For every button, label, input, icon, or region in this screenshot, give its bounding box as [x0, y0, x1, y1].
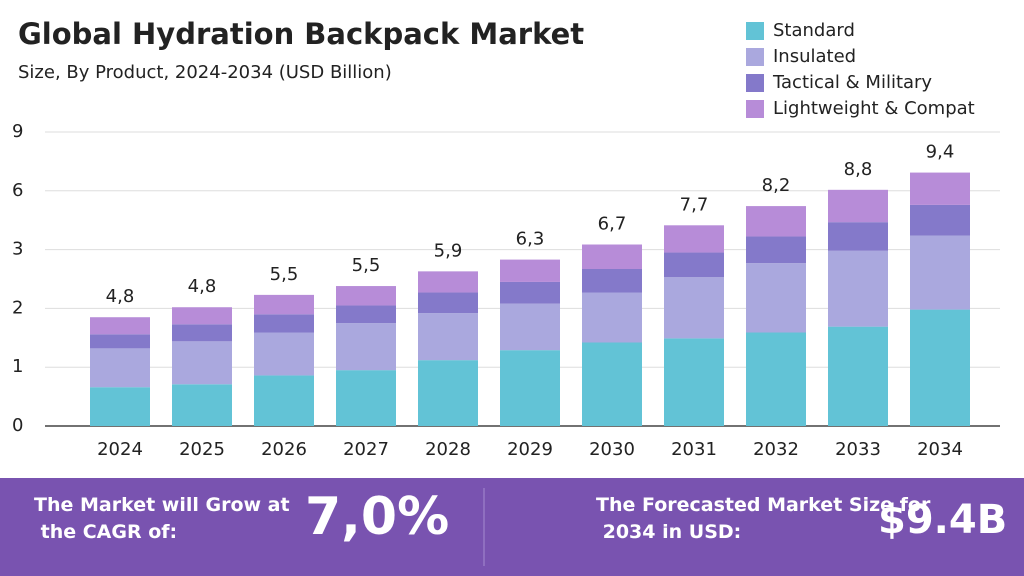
y-tick-label: 0 — [12, 415, 23, 436]
legend-label: Lightweight & Compat — [773, 98, 975, 119]
x-tick-label: 2024 — [97, 439, 143, 460]
chart-title: Global Hydration Backpack Market — [18, 17, 584, 51]
bar-segment — [172, 307, 232, 325]
total-label: 8,2 — [762, 175, 791, 196]
cagr-value: 7,0% — [305, 487, 449, 547]
x-tick-label: 2026 — [261, 439, 307, 460]
bar-segment — [582, 292, 642, 343]
bar-segment — [664, 277, 724, 339]
bar-segment — [582, 244, 642, 270]
forecast-value: $9.4B — [878, 497, 1007, 543]
y-tick-label: 1 — [12, 356, 23, 377]
bar-segment — [90, 334, 150, 349]
total-label: 4,8 — [188, 276, 217, 297]
footer-banner — [0, 478, 1024, 576]
bar-segment — [582, 269, 642, 293]
bar-segment — [254, 314, 314, 333]
total-label: 5,5 — [352, 255, 381, 276]
forecast-text: The Forecasted Market Size for 2034 in U… — [596, 494, 931, 543]
bar-segment — [910, 204, 970, 236]
x-tick-label: 2025 — [179, 439, 225, 460]
bar-segment — [418, 271, 478, 293]
total-label: 7,7 — [680, 194, 709, 215]
bar-segment — [500, 281, 560, 304]
chart-subtitle: Size, By Product, 2024-2034 (USD Billion… — [18, 62, 392, 83]
bar-segment — [418, 360, 478, 426]
bar-segment — [910, 172, 970, 205]
legend-label: Insulated — [773, 46, 856, 67]
x-tick-label: 2030 — [589, 439, 635, 460]
total-label: 6,3 — [516, 229, 545, 250]
total-label: 8,8 — [844, 159, 873, 180]
y-tick-label: 9 — [12, 121, 23, 142]
bar-segment — [254, 294, 314, 315]
bar-segment — [664, 252, 724, 278]
bar-segment — [254, 332, 314, 376]
bar-segment — [746, 263, 806, 333]
total-label: 6,7 — [598, 214, 627, 235]
bar-segment — [336, 305, 396, 324]
legend-label: Tactical & Military — [772, 72, 932, 93]
bar-segment — [910, 235, 970, 310]
total-label: 9,4 — [926, 142, 955, 163]
bar-segment — [172, 384, 232, 426]
y-tick-label: 2 — [12, 297, 23, 318]
total-label: 5,5 — [270, 264, 299, 285]
bar-segment — [336, 370, 396, 426]
bar-segment — [90, 317, 150, 335]
bar-segment — [664, 225, 724, 253]
x-tick-label: 2027 — [343, 439, 389, 460]
bar-segment — [746, 236, 806, 264]
bar-segment — [746, 206, 806, 237]
bar-segment — [828, 222, 888, 251]
legend-swatch — [746, 74, 764, 92]
bar-segment — [582, 342, 642, 426]
bar-segment — [828, 189, 888, 223]
bar-segment — [418, 313, 478, 361]
bar-segment — [664, 338, 724, 426]
bar-segment — [828, 326, 888, 426]
legend-swatch — [746, 100, 764, 118]
cagr-text: The Market will Grow at the CAGR of: — [34, 494, 290, 543]
x-tick-label: 2028 — [425, 439, 471, 460]
bar-segment — [172, 341, 232, 385]
x-tick-label: 2034 — [917, 439, 963, 460]
bar-segment — [500, 259, 560, 282]
legend-swatch — [746, 48, 764, 66]
bar-segment — [254, 375, 314, 426]
bar-segment — [172, 324, 232, 342]
x-tick-label: 2029 — [507, 439, 553, 460]
bar-segment — [418, 292, 478, 314]
bar-segment — [336, 286, 396, 306]
x-tick-label: 2033 — [835, 439, 881, 460]
bar-segment — [500, 350, 560, 426]
total-label: 4,8 — [106, 286, 135, 307]
bar-segment — [500, 303, 560, 351]
y-tick-label: 3 — [12, 239, 23, 260]
legend-swatch — [746, 22, 764, 40]
total-label: 5,9 — [434, 240, 463, 261]
legend-label: Standard — [773, 20, 855, 41]
bar-segment — [828, 250, 888, 327]
bar-segment — [910, 309, 970, 426]
bar-segment — [90, 348, 150, 388]
x-tick-label: 2031 — [671, 439, 717, 460]
y-tick-label: 6 — [12, 180, 23, 201]
x-tick-label: 2032 — [753, 439, 799, 460]
bar-segment — [746, 332, 806, 426]
bar-segment — [336, 323, 396, 371]
bar-segment — [90, 387, 150, 426]
